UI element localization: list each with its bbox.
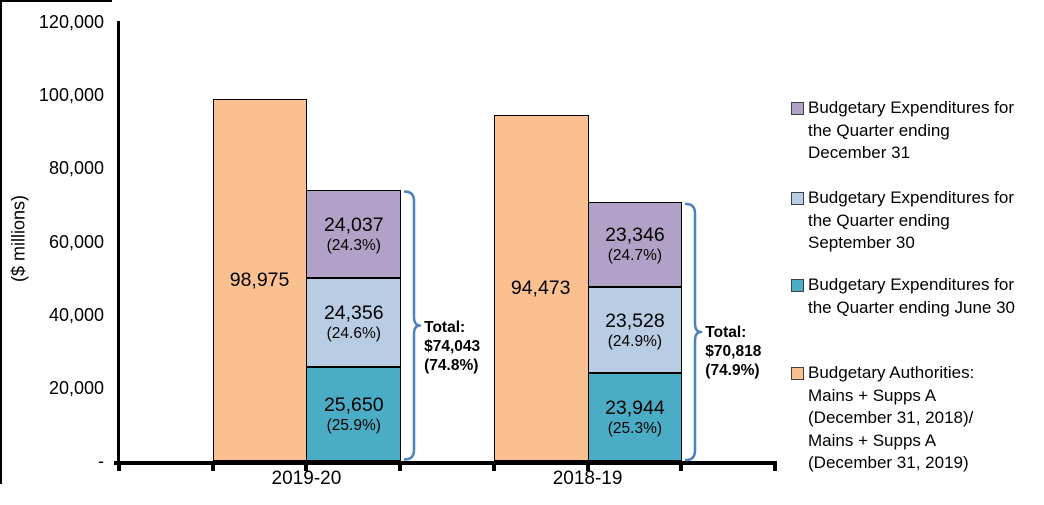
total-label-line: (74.9%) [705,362,760,380]
y-axis-tick-label: 120,000 [38,12,104,32]
segment-percent-label: (25.9%) [326,416,381,434]
legend-label: Budgetary Authorities: Mains + Supps A (… [808,363,975,472]
legend-label: Budgetary Expenditures for the Quarter e… [808,188,1015,252]
expenditure-segment: 25,650 (25.9%) [306,367,402,461]
expenditure-segment: 24,037 (24.3%) [306,190,402,279]
legend-swatch-icon [791,192,804,205]
segment-value-label: 25,650 [323,393,384,416]
segment-percent-label: (24.3%) [326,236,381,254]
y-axis-tick-label: - [98,451,104,471]
expenditure-segment: 23,528 (24.9%) [587,287,683,374]
category-label: 2019-20 [271,468,342,489]
total-label: Total: $70,818 (74.9%) [705,323,761,380]
authorities-bar [212,98,308,461]
total-label-line: Total: [424,318,466,336]
segment-percent-label: (24.6%) [326,325,381,343]
category-label: 2018-19 [552,468,623,489]
segment-percent-label: (24.7%) [607,247,663,265]
y-axis-tick-label: 20,000 [48,377,104,398]
x-axis-tick-mark [210,461,215,471]
total-brace [403,190,422,461]
legend-swatch-icon [791,367,804,380]
segment-value-label: 23,346 [605,224,665,247]
authorities-bar-label: 94,473 [510,277,571,300]
expenditure-segment: 24,356 (24.6%) [306,278,402,368]
x-axis-tick-mark [398,461,403,471]
x-axis-tick-mark [304,461,309,471]
x-axis-tick-mark [491,461,496,471]
legend-swatch-icon [791,102,804,115]
legend-swatch-icon [791,279,804,292]
x-axis-line [114,461,777,465]
authorities-bar-label: 98,975 [229,268,290,291]
legend-item: Budgetary Expenditures for the Quarter e… [791,274,1041,319]
y-axis-tick-label: 40,000 [48,304,104,325]
segment-value-label: 23,944 [605,396,665,419]
y-axis-tick-label: 100,000 [38,85,104,106]
total-label-line: Total: [705,324,747,342]
x-axis-tick-mark [773,461,777,471]
legend-item: Budgetary Expenditures for the Quarter e… [791,97,1041,165]
segment-percent-label: (25.3%) [607,419,663,437]
legend-label: Budgetary Expenditures for the Quarter e… [808,275,1015,317]
legend-label: Budgetary Expenditures for the Quarter e… [808,98,1015,162]
segment-percent-label: (24.9%) [607,332,663,350]
y-axis-tick-label: 60,000 [48,231,104,252]
total-label: Total: $74,043 (74.8%) [424,318,480,375]
frame-border-left [0,0,2,484]
total-label-line: $74,043 [424,337,481,355]
authorities-bar [493,115,589,461]
segment-value-label: 23,528 [605,309,665,332]
expenditure-segment: 23,346 (24.7%) [587,201,683,288]
total-label-line: (74.8%) [424,356,479,374]
expenditure-segment: 23,944 (25.3%) [587,373,683,461]
total-brace [684,202,703,462]
total-label-line: $70,818 [705,343,762,361]
x-axis-tick-mark [585,461,590,471]
segment-value-label: 24,356 [323,302,384,325]
y-axis-line [117,21,120,465]
frame-border-top [0,0,112,2]
x-axis-tick-mark [679,461,684,471]
legend-item: Budgetary Expenditures for the Quarter e… [791,187,1041,255]
legend: Budgetary Expenditures for the Quarter e… [791,0,1043,505]
x-axis-tick-mark [117,461,121,471]
segment-value-label: 24,037 [323,213,384,236]
y-axis-tick-label: 80,000 [48,158,104,179]
legend-item: Budgetary Authorities: Mains + Supps A (… [791,362,1041,475]
